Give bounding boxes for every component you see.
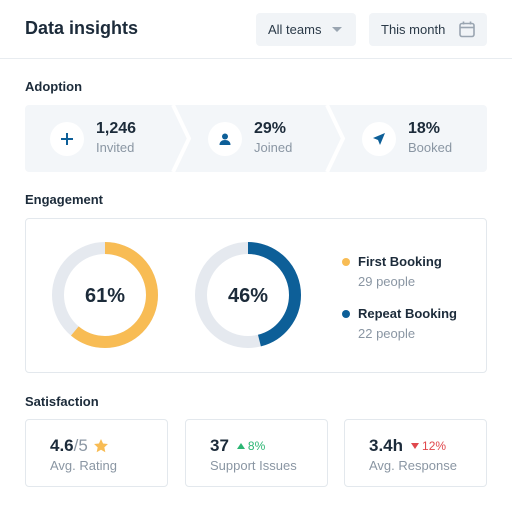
first-booking-donut (52, 242, 158, 348)
page-title: Data insights (25, 18, 139, 38)
repeat-booking-percent: 46% (227, 285, 269, 307)
response-delta-value: 12% (422, 439, 447, 453)
invited-icon-circle (50, 121, 84, 156)
repeat-booking-donut (195, 242, 301, 348)
period-select-value: This month (381, 22, 446, 37)
joined-value: 29% (254, 120, 287, 137)
star-icon (93, 439, 108, 453)
support-delta: 8% (236, 439, 266, 453)
plus-icon (61, 132, 73, 145)
booked-value: 18% (408, 120, 441, 137)
support-card: 37 8% Support Issues (185, 419, 328, 487)
invited-label: Invited (96, 140, 135, 155)
chevron-down-icon (332, 27, 342, 32)
joined-label: Joined (254, 140, 293, 155)
booked-stat: 18% Booked (362, 105, 452, 172)
donut-arc (195, 242, 301, 348)
invited-value: 1,246 (96, 120, 137, 137)
response-value: 3.4h (369, 436, 404, 455)
arrow-up-icon (236, 443, 245, 449)
support-label: Support Issues (210, 458, 297, 473)
response-card: 3.4h 12% Avg. Response (344, 419, 487, 487)
donut-arc (52, 242, 158, 348)
team-select-value: All teams (268, 22, 322, 37)
engagement-panel: 61% 46% First Booking 29 people Repeat B… (25, 218, 487, 373)
legend-dot (342, 258, 350, 266)
rating-denominator: /5 (73, 436, 88, 455)
team-select[interactable]: All teams (256, 13, 356, 46)
step-divider (325, 105, 346, 172)
calendar-icon (459, 21, 475, 38)
joined-icon-circle (208, 121, 242, 156)
legend-name: First Booking (358, 254, 442, 269)
invited-stat: 1,246 Invited (50, 105, 136, 172)
first-booking-percent: 61% (84, 285, 126, 307)
adoption-panel: 1,246 Invited 29% Joined 18% Booked (25, 105, 487, 172)
response-label: Avg. Response (369, 458, 457, 473)
support-delta-value: 8% (247, 439, 266, 453)
adoption-title: Adoption (25, 79, 83, 94)
legend-dot (342, 310, 350, 318)
send-icon (373, 132, 385, 145)
engagement-title: Engagement (25, 192, 104, 207)
period-select[interactable]: This month (369, 13, 487, 46)
booked-label: Booked (408, 140, 453, 155)
support-value: 37 (210, 436, 229, 455)
satisfaction-title: Satisfaction (25, 394, 99, 409)
legend-count: 22 people (358, 326, 416, 341)
response-delta: 12% (411, 439, 446, 453)
rating-label: Avg. Rating (50, 458, 117, 473)
user-icon (219, 133, 231, 145)
booked-icon-circle (362, 121, 396, 156)
joined-stat: 29% Joined (208, 105, 292, 172)
arrow-down-icon (411, 443, 420, 449)
page-header: Data insights All teams This month (0, 0, 512, 59)
rating-card: 4.6 /5 Avg. Rating (25, 419, 168, 487)
rating-value: 4.6 (50, 436, 74, 455)
step-divider (171, 105, 192, 172)
legend-count: 29 people (358, 274, 416, 289)
legend-name: Repeat Booking (358, 306, 457, 321)
